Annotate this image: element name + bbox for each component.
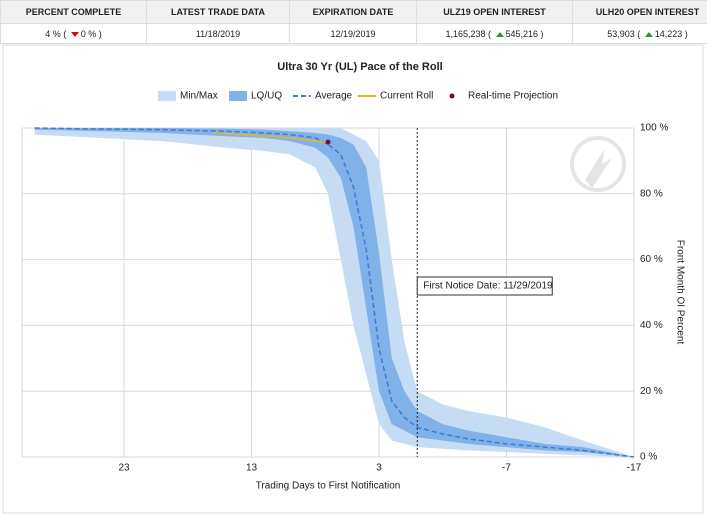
- band-area: [34, 128, 634, 457]
- series-line: [213, 132, 329, 144]
- y-tick-label: 40 %: [640, 320, 663, 331]
- column-header: LATEST TRADE DATA: [146, 0, 290, 24]
- x-tick-label: 13: [246, 463, 258, 474]
- cell: 4 % 0 %: [0, 23, 147, 44]
- cell-change: 0 %: [63, 29, 102, 39]
- column-header: EXPIRATION DATE: [289, 0, 417, 24]
- change-arrow: [644, 31, 653, 37]
- legend-swatch: [158, 91, 176, 101]
- series-line: [34, 127, 635, 458]
- chart-title: Ultra 30 Yr (UL) Pace of the Roll: [277, 61, 442, 73]
- cell-value: 53,903: [607, 28, 635, 39]
- y-tick-label: 0 %: [640, 452, 657, 463]
- x-axis-label: Trading Days to First Notification: [256, 481, 401, 492]
- change-value: 545,216: [505, 28, 539, 39]
- change-arrow: [495, 31, 504, 37]
- y-tick-label: 60 %: [640, 254, 663, 265]
- change-value: 14,223: [654, 28, 683, 39]
- cell-value: 4 %: [45, 28, 61, 39]
- x-tick-label: -7: [502, 463, 511, 474]
- change-value: 0 %: [80, 28, 97, 39]
- cell: 53,903 14,223: [572, 23, 707, 44]
- y-tick-label: 80 %: [640, 188, 663, 199]
- cell: 1,165,238 545,216: [416, 23, 573, 44]
- column-header: PERCENT COMPLETE: [0, 0, 147, 24]
- change-arrow: [70, 31, 79, 37]
- summary-table: PERCENT COMPLETE LATEST TRADE DATA EXPIRAT…: [0, 0, 707, 44]
- legend-label: Average: [315, 91, 353, 102]
- y-axis-label: Front Month OI Percent: [674, 240, 685, 345]
- header-row: PERCENT COMPLETE LATEST TRADE DATA EXPIRAT…: [0, 0, 707, 24]
- cell-change: 14,223: [637, 29, 688, 39]
- x-tick-label: 23: [118, 463, 130, 474]
- legend-label: LQ/UQ: [251, 91, 282, 102]
- legend-swatch: [449, 93, 455, 99]
- y-tick-label: 100 %: [640, 123, 668, 134]
- y-tick-label: 20 %: [640, 386, 663, 397]
- watermark-logo: [570, 136, 626, 192]
- x-tick-label: -17: [627, 463, 642, 474]
- legend-label: Real-time Projection: [468, 91, 558, 102]
- chart: Ultra 30 Yr (UL) Pace of the Roll Tradin…: [2, 44, 704, 514]
- cell-value: 1,165,238: [445, 28, 486, 39]
- x-tick-label: 3: [376, 463, 382, 474]
- projection-point: [325, 139, 331, 145]
- annotation-text: First Notice Date: 11/29/2019: [423, 281, 553, 292]
- legend-label: Min/Max: [180, 91, 218, 102]
- legend-swatch: [229, 91, 247, 101]
- column-header: ULZ19 OPEN INTEREST: [416, 0, 573, 24]
- cell-change: 545,216: [488, 29, 544, 39]
- column-header: ULH20 OPEN INTEREST: [572, 0, 707, 24]
- annotation-box: [416, 276, 553, 296]
- legend-label: Current Roll: [380, 91, 433, 102]
